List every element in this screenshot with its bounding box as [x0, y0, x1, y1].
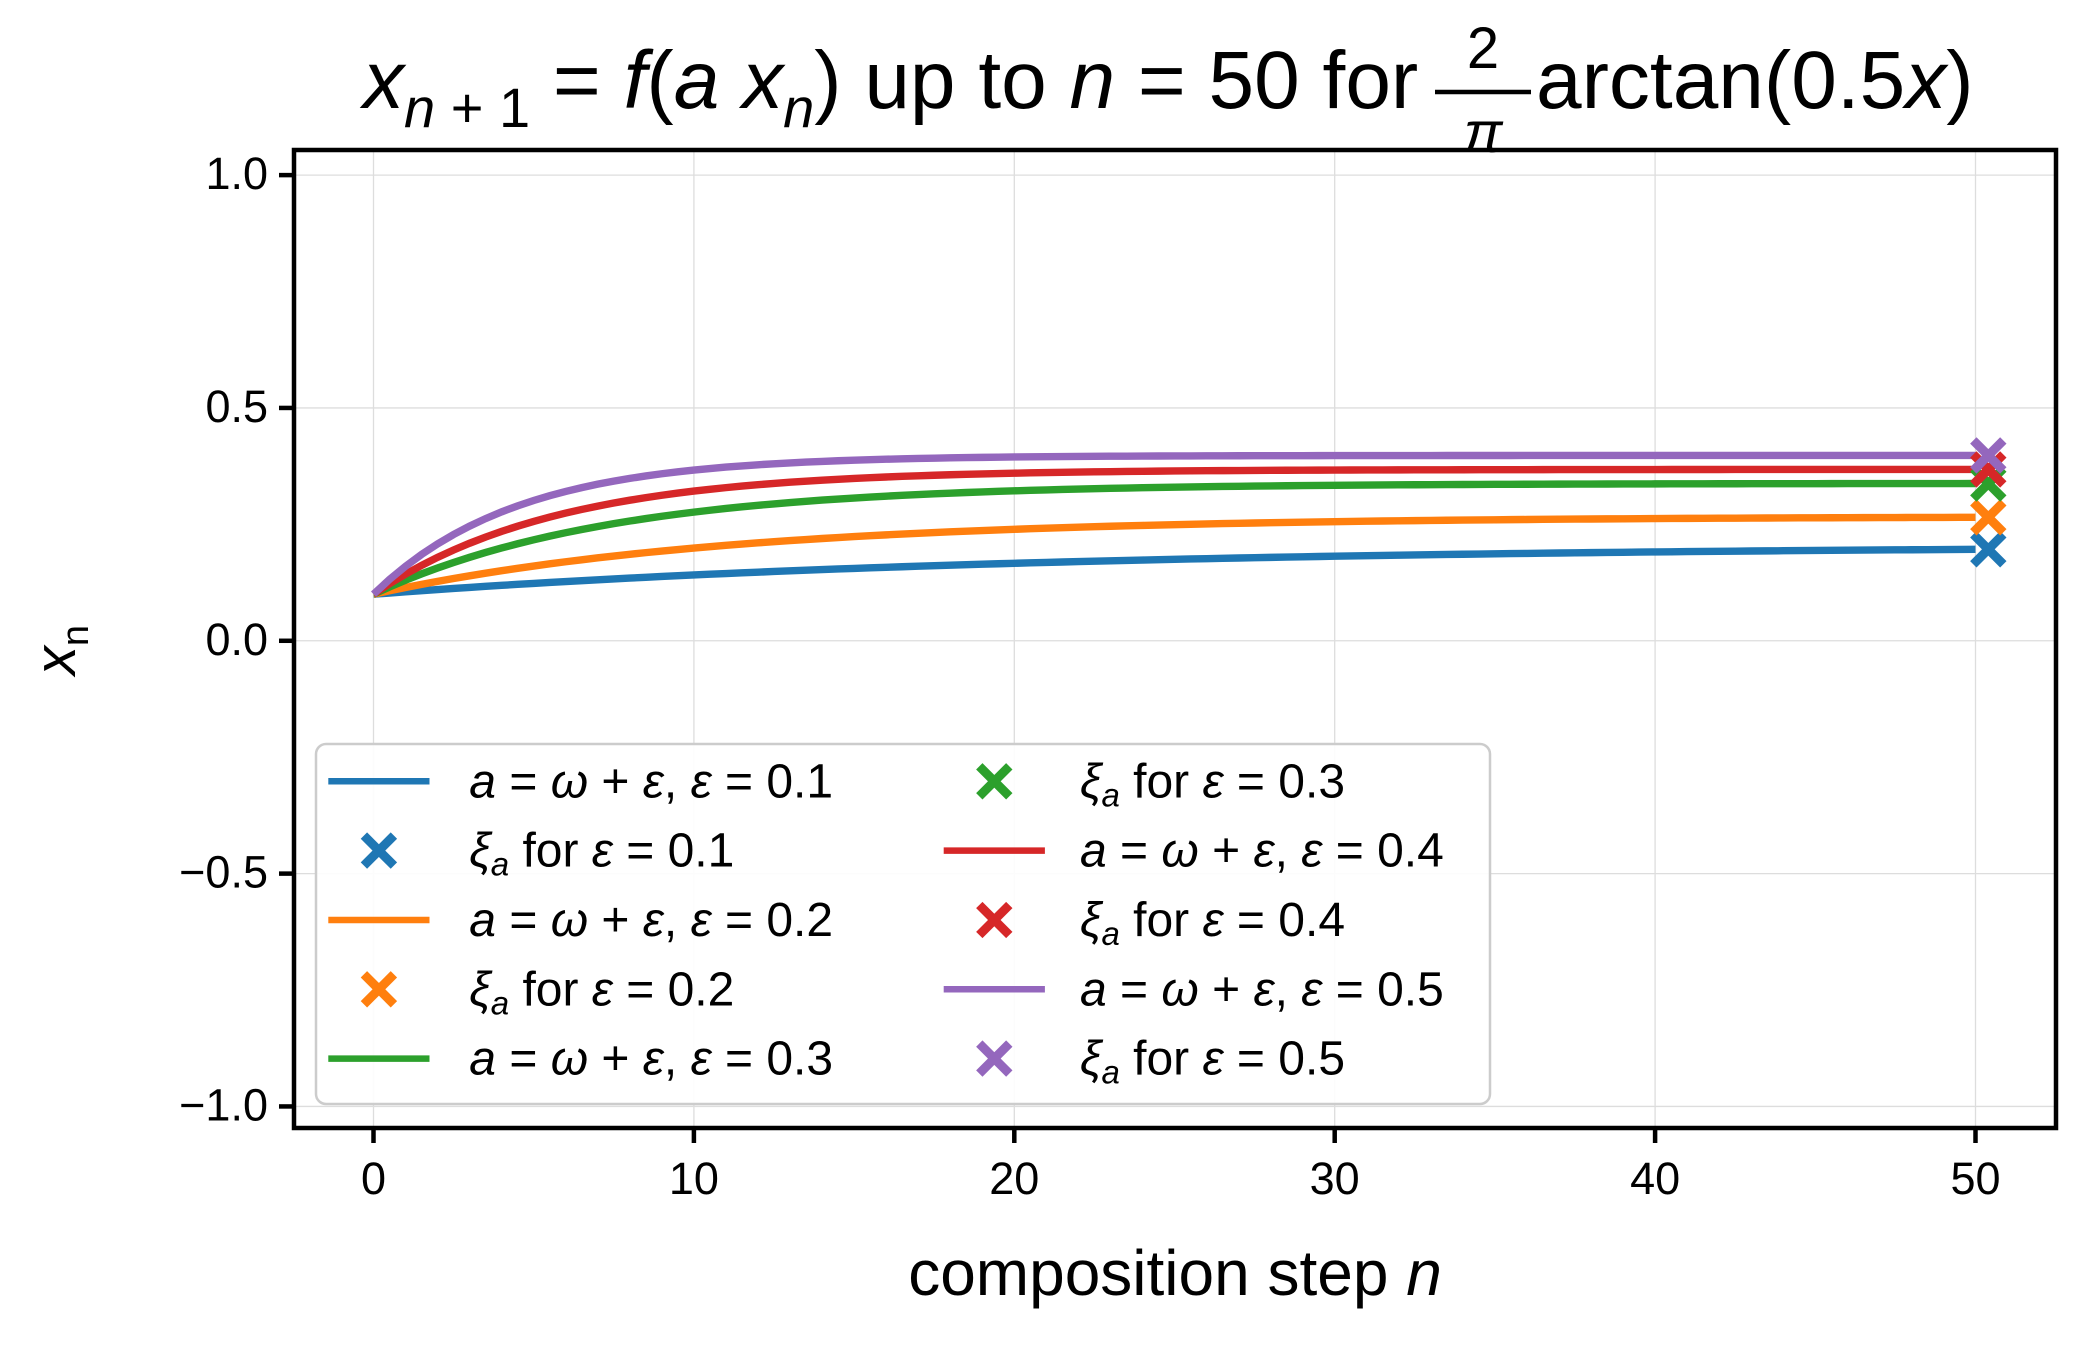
svg-text:a = ω + ε, ε = 0.1: a = ω + ε, ε = 0.1	[469, 755, 833, 808]
svg-text:50: 50	[1950, 1153, 2000, 1204]
svg-text:0.0: 0.0	[205, 614, 268, 665]
svg-text:π: π	[1464, 100, 1504, 165]
svg-text:30: 30	[1310, 1153, 1360, 1204]
svg-text:a = ω + ε, ε = 0.5: a = ω + ε, ε = 0.5	[1080, 963, 1444, 1016]
svg-text:a = ω + ε, ε = 0.4: a = ω + ε, ε = 0.4	[1080, 825, 1444, 878]
svg-text:ξa for ε = 0.5: ξa for ε = 0.5	[1080, 1033, 1345, 1091]
svg-text:a = ω + ε, ε = 0.3: a = ω + ε, ε = 0.3	[469, 1033, 833, 1086]
svg-text:ξa for ε = 0.4: ξa for ε = 0.4	[1080, 894, 1345, 952]
svg-text:0: 0	[361, 1153, 386, 1204]
svg-text:composition step n: composition step n	[908, 1237, 1442, 1309]
svg-text:40: 40	[1630, 1153, 1680, 1204]
svg-text:ξa for ε = 0.2: ξa for ε = 0.2	[469, 963, 734, 1021]
svg-text:20: 20	[989, 1153, 1039, 1204]
svg-text:arctan(0.5x): arctan(0.5x)	[1536, 35, 1974, 126]
svg-text:−0.5: −0.5	[179, 847, 268, 898]
svg-text:−1.0: −1.0	[179, 1079, 268, 1130]
svg-text:1.0: 1.0	[205, 148, 268, 199]
svg-text:ξa for ε = 0.1: ξa for ε = 0.1	[469, 825, 734, 883]
svg-text:ξa for ε = 0.3: ξa for ε = 0.3	[1080, 755, 1345, 813]
svg-text:a = ω + ε, ε = 0.2: a = ω + ε, ε = 0.2	[469, 894, 833, 947]
svg-text:0.5: 0.5	[205, 381, 268, 432]
svg-text:2: 2	[1467, 16, 1499, 81]
svg-text:10: 10	[669, 1153, 719, 1204]
